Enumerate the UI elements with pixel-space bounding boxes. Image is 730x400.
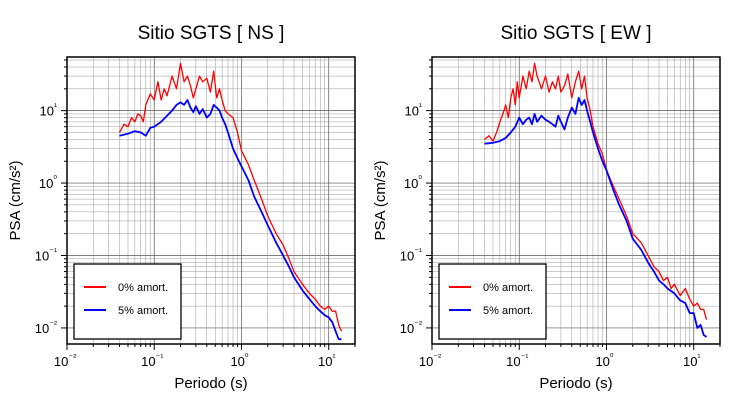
y-tick-label-base: 10 [400, 321, 414, 336]
y-tick-label: 10¹ [405, 102, 422, 119]
y-tick-label: 10⁻² [35, 319, 57, 336]
legend-box [438, 263, 547, 340]
x-axis-label: Periodo (s) [539, 375, 612, 392]
series-line-damping-0 [484, 62, 708, 320]
x-tick-label: 10⁻² [54, 352, 76, 369]
legend-label-damping-0: 0% amort. [118, 282, 168, 294]
y-tick-label: 10⁰ [39, 174, 57, 191]
x-tick-label: 10⁻¹ [141, 352, 163, 369]
plot-frame [66, 56, 356, 345]
ticks-ns [61, 59, 356, 350]
y-tick-label-base: 10 [35, 248, 49, 263]
y-tick-label: 10⁻² [400, 319, 422, 336]
x-tick-label-exponent: ⁻¹ [521, 352, 529, 362]
x-tick-label-exponent: ⁻² [68, 352, 76, 362]
y-tick-label: 10⁻¹ [35, 246, 57, 263]
legend-ns: 0% amort. 5% amort. [73, 263, 182, 340]
legend-label-damping-0: 0% amort. [483, 282, 533, 294]
x-tick-label: 10¹ [318, 352, 335, 369]
y-tick-label-exponent: ⁻¹ [414, 246, 422, 256]
legend-ew: 0% amort. 5% amort. [438, 263, 547, 340]
x-tick-label-exponent: ¹ [697, 352, 700, 362]
y-tick-label-base: 10 [404, 176, 418, 191]
ticks-ew [426, 59, 721, 350]
y-tick-label-exponent: ⁻² [49, 319, 57, 329]
x-tick-label-exponent: ⁰ [245, 352, 249, 362]
y-tick-label-exponent: ¹ [54, 102, 57, 112]
chart-title: Sitio SGTS [ NS ] [138, 23, 285, 44]
y-tick-label: 10⁰ [404, 174, 422, 191]
x-tick-label-exponent: ⁻¹ [156, 352, 164, 362]
x-tick-label: 10⁰ [230, 352, 248, 369]
y-tick-label-base: 10 [400, 248, 414, 263]
y-tick-label-exponent: ⁻² [414, 319, 422, 329]
y-tick-label-base: 10 [39, 176, 53, 191]
y-tick-label-exponent: ¹ [419, 102, 422, 112]
chart-title: Sitio SGTS [ EW ] [501, 23, 652, 44]
x-tick-label: 10⁻² [419, 352, 441, 369]
y-tick-label-base: 10 [40, 104, 54, 119]
x-tick-label: 10¹ [683, 352, 700, 369]
y-axis-label: PSA (cm/s²) [372, 160, 389, 240]
x-tick-label-exponent: ⁻² [433, 352, 441, 362]
legend-box [73, 263, 182, 340]
plot-frame [431, 56, 721, 345]
x-tick-label: 10⁻¹ [506, 352, 528, 369]
series-line-damping-5 [119, 99, 342, 341]
y-tick-label-base: 10 [35, 321, 49, 336]
x-tick-label-exponent: ¹ [332, 352, 335, 362]
y-tick-label: 10⁻¹ [400, 246, 422, 263]
legend-label-damping-5: 5% amort. [118, 305, 168, 317]
series-line-damping-0 [118, 62, 343, 332]
y-tick-label: 10¹ [40, 102, 57, 119]
x-tick-label-exponent: ⁰ [610, 352, 614, 362]
x-axis-label: Periodo (s) [174, 375, 247, 392]
y-tick-label-exponent: ⁻¹ [49, 246, 57, 256]
x-tick-label: 10⁰ [595, 352, 613, 369]
y-tick-label-base: 10 [405, 104, 419, 119]
y-axis-label: PSA (cm/s²) [7, 160, 24, 240]
series-line-damping-5 [484, 97, 708, 338]
legend-label-damping-5: 5% amort. [483, 305, 533, 317]
y-tick-label-exponent: ⁰ [418, 174, 422, 184]
y-tick-label-exponent: ⁰ [53, 174, 57, 184]
